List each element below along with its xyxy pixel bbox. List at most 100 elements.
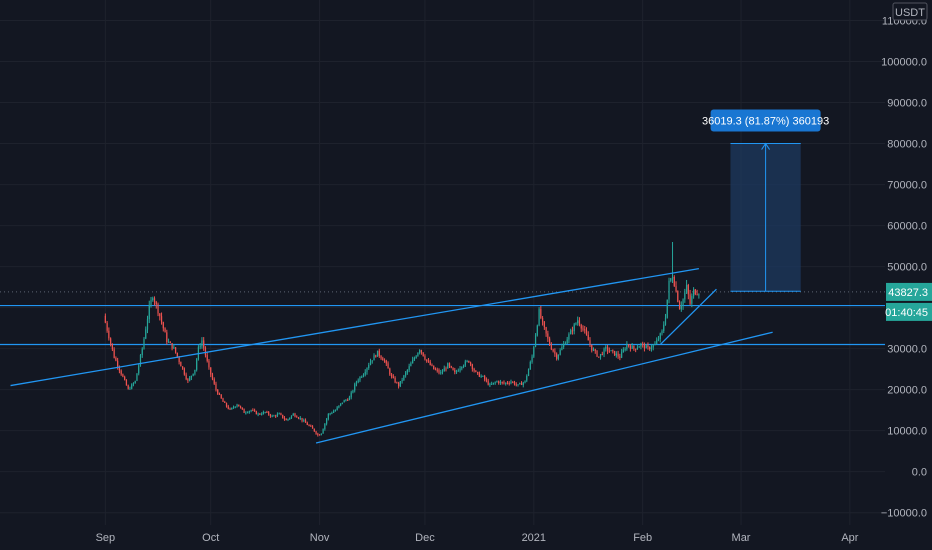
candle-body: [694, 289, 696, 295]
candle-body: [125, 379, 128, 386]
candle-body: [568, 334, 570, 340]
candle-body: [599, 353, 602, 357]
candle-body: [218, 393, 221, 395]
candle-body: [499, 381, 502, 384]
candle-body: [334, 410, 337, 412]
trend-channel[interactable]: [10, 268, 773, 444]
candle-body: [578, 320, 581, 325]
candle-body: [166, 332, 168, 343]
candle-body: [647, 345, 649, 348]
candle-body: [580, 324, 582, 329]
candle-body: [253, 410, 256, 412]
candle-body: [571, 330, 574, 332]
candle-body: [174, 347, 177, 353]
candle-body: [213, 379, 215, 384]
candle-body: [122, 374, 124, 377]
candle-body: [113, 349, 115, 358]
candle-body: [148, 304, 150, 320]
candle-body: [440, 372, 442, 374]
candle-body: [345, 399, 347, 401]
time-tick-label: Sep: [96, 532, 116, 544]
candle-body: [455, 371, 458, 373]
candle-body: [692, 289, 695, 297]
candle-body: [563, 343, 565, 347]
price-tick-label: 0.0: [912, 467, 927, 479]
time-tick-label: Feb: [633, 532, 652, 544]
candle-body: [559, 350, 561, 355]
candle-body: [464, 361, 466, 366]
horizontal-levels[interactable]: [0, 291, 885, 346]
candle-body: [403, 375, 405, 380]
candle-body: [231, 407, 233, 410]
candle-body: [366, 368, 368, 372]
candle-body: [310, 425, 312, 427]
candle-body: [682, 299, 684, 306]
candle-body: [635, 348, 637, 350]
candle-body: [294, 413, 296, 417]
candle-body: [227, 406, 229, 409]
candle-body: [124, 376, 126, 380]
candle-body: [636, 347, 639, 350]
candle-body: [494, 382, 496, 384]
candle-body: [466, 360, 468, 362]
candle-body: [313, 428, 315, 432]
candle-body: [373, 355, 375, 361]
candle-body: [471, 364, 473, 369]
candle-body: [554, 351, 556, 354]
candle-body: [633, 345, 635, 349]
candle-body: [613, 350, 616, 356]
candle-body: [612, 350, 614, 352]
current-price-badge: [886, 282, 932, 301]
candle-body: [608, 350, 610, 352]
candle-body: [468, 360, 470, 363]
candle-body: [250, 410, 252, 412]
price-badges: 43827.3 01:40:45 USDT: [885, 2, 932, 321]
price-tick-label: 100000.0: [881, 57, 927, 69]
candle-body: [491, 383, 493, 385]
candle-body: [187, 378, 189, 381]
time-axis[interactable]: Sep Oct Nov Dec 2021 Feb Mar Apr: [96, 532, 859, 544]
candle-body: [443, 368, 445, 372]
candle-body: [169, 341, 171, 344]
candle-body: [643, 344, 646, 349]
candle-body: [190, 375, 193, 378]
candle-body: [687, 284, 689, 295]
candle-body: [268, 412, 270, 415]
candle-body: [118, 366, 121, 371]
candle-body: [387, 363, 389, 369]
price-projection[interactable]: 36019.3 (81.87%) 360193: [702, 109, 829, 292]
candle-body: [452, 367, 454, 371]
candle-body: [341, 402, 344, 404]
candle-body: [663, 324, 665, 331]
candle-body: [506, 382, 509, 384]
candle-body: [129, 388, 131, 390]
candle-body: [448, 363, 451, 367]
candle-body: [259, 413, 261, 415]
candle-body: [383, 360, 386, 362]
candle-body: [631, 345, 633, 349]
candle-body: [517, 384, 519, 386]
candle-body: [153, 298, 156, 303]
current-price-label: 43827.3: [888, 287, 928, 299]
candle-body: [324, 423, 326, 430]
candle-body: [424, 356, 426, 360]
candle-body: [408, 366, 410, 370]
time-tick-label: Dec: [415, 532, 435, 544]
candle-body: [224, 401, 226, 403]
candle-body: [368, 364, 370, 369]
candle-body: [438, 370, 440, 373]
candle-body: [406, 369, 408, 373]
candle-body: [354, 384, 356, 391]
candle-body: [303, 420, 305, 422]
candle-body: [478, 372, 480, 377]
candle-body: [510, 381, 512, 384]
candle-body: [585, 330, 588, 335]
countdown-label: 01:40:45: [885, 307, 928, 319]
candle-body: [484, 375, 486, 380]
candle-body: [598, 356, 600, 358]
candle-body: [273, 415, 275, 417]
price-axis[interactable]: −10000.00.010000.020000.030000.040000.05…: [881, 16, 927, 520]
candle-body: [347, 399, 349, 401]
candle-body: [132, 383, 135, 385]
